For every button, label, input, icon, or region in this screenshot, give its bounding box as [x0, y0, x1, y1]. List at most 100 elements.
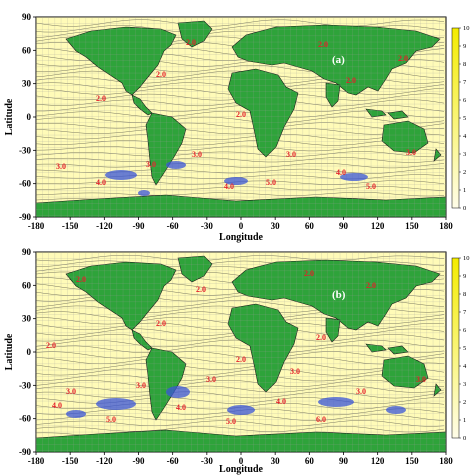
colorbar-b-bar — [451, 257, 460, 439]
x-tick-label: 150 — [405, 456, 419, 466]
contour-label: 4.0 — [176, 403, 186, 412]
high-wave-zone — [318, 397, 354, 407]
panel-a-label: (a) — [332, 54, 345, 66]
colorbar-tick-label: 4 — [463, 133, 467, 140]
colorbar-tick-label: 8 — [463, 291, 466, 298]
contour-label: 2.0 — [156, 319, 166, 328]
panel-b-x-ticks: -180 -150 -120 -90 -60 -30 0 30 60 90 120 150 180 — [28, 452, 453, 466]
x-tick-label: -150 — [62, 221, 79, 231]
contour-label: 2.0 — [366, 281, 376, 290]
high-wave-zone — [138, 190, 150, 196]
x-tick-label: -120 — [96, 221, 113, 231]
contour-label: 3.0 — [192, 150, 202, 159]
contour-label: 3.0 — [286, 150, 296, 159]
panel-b-grid — [36, 252, 446, 452]
high-wave-zone — [227, 405, 255, 415]
y-tick-label: 0 — [27, 112, 32, 122]
contour-label: 2.0 — [236, 355, 246, 364]
x-tick-label: 0 — [239, 221, 244, 231]
x-tick-label: -180 — [28, 456, 45, 466]
panel-b-ylabel: Latitude — [4, 333, 15, 370]
high-wave-zone — [166, 161, 186, 169]
contour-label: 3.0 — [136, 381, 146, 390]
colorbar-tick-label: 7 — [463, 309, 467, 316]
contour-label: 2.0 — [236, 110, 246, 119]
y-tick-label: -60 — [19, 414, 31, 424]
colorbar-tick-label: 10 — [463, 255, 470, 262]
x-tick-label: -30 — [201, 221, 213, 231]
x-tick-label: -120 — [96, 456, 113, 466]
high-wave-zone — [386, 406, 406, 414]
colorbar-tick-label: 3 — [463, 381, 466, 388]
y-tick-label: -90 — [19, 447, 31, 457]
high-wave-zone — [96, 398, 136, 410]
contour-label: 3.0 — [206, 375, 216, 384]
x-tick-label: -180 — [28, 221, 45, 231]
colorbar-tick-label: 2 — [463, 399, 466, 406]
y-tick-label: -60 — [19, 179, 31, 189]
panel-a-high-wave-zones — [105, 161, 368, 196]
y-tick-label: 30 — [22, 314, 32, 324]
high-wave-zone — [105, 170, 137, 180]
contour-label: 5.0 — [266, 178, 276, 187]
colorbar-tick-label: 3 — [463, 151, 466, 158]
contour-label: 3.0 — [416, 375, 426, 384]
x-tick-label: 90 — [339, 456, 349, 466]
colorbar-a-bar — [451, 27, 460, 209]
panel-a-y-ticks: 90 60 30 0 -30 -60 -90 — [19, 12, 36, 222]
contour-label: 5.0 — [366, 182, 376, 191]
colorbar-tick-label: 9 — [463, 43, 466, 50]
y-tick-label: 60 — [22, 280, 32, 290]
contour-label: 2.0 — [156, 70, 166, 79]
colorbar-tick-label: 4 — [463, 363, 467, 370]
colorbar-tick-label: 8 — [463, 61, 466, 68]
colorbar-tick-label: 5 — [463, 345, 466, 352]
contour-label: 2.0 — [196, 285, 206, 294]
contour-label: 3.0 — [356, 387, 366, 396]
contour-label: 2.0 — [398, 54, 408, 63]
x-tick-label: 30 — [271, 221, 281, 231]
contour-label: 3.0 — [66, 387, 76, 396]
contour-label: 2.0 — [318, 40, 328, 49]
colorbar-tick-label: 6 — [463, 97, 467, 104]
x-tick-label: 90 — [339, 221, 349, 231]
contour-label: 3.0 — [56, 162, 66, 171]
contour-label: 6.0 — [316, 415, 326, 424]
panel-b-xlabel: Longitude — [219, 464, 263, 475]
contour-label: 2.0 — [96, 94, 106, 103]
x-tick-label: 180 — [439, 456, 453, 466]
colorbar-tick-label: 6 — [463, 327, 467, 334]
colorbar-tick-label: 0 — [463, 205, 466, 212]
x-tick-label: -30 — [201, 456, 213, 466]
high-wave-zone — [66, 410, 86, 418]
colorbar-tick-label: 0 — [463, 435, 466, 442]
contour-label: 4.0 — [96, 178, 106, 187]
high-wave-zone — [166, 386, 190, 398]
x-tick-label: -90 — [133, 221, 145, 231]
contour-label: 3.0 — [290, 367, 300, 376]
contour-label: 2.0 — [316, 333, 326, 342]
contour-label: 2.0 — [304, 269, 314, 278]
contour-label: 4.0 — [336, 168, 346, 177]
x-tick-label: 30 — [271, 456, 281, 466]
contour-label: 2.0 — [346, 76, 356, 85]
x-tick-label: 150 — [405, 221, 419, 231]
y-tick-label: -30 — [19, 145, 31, 155]
x-tick-label: -60 — [167, 456, 179, 466]
y-tick-label: 60 — [22, 45, 32, 55]
x-tick-label: 120 — [371, 456, 385, 466]
colorbar-tick-label: 5 — [463, 115, 466, 122]
y-tick-label: 30 — [22, 79, 32, 89]
contour-label: 3.0 — [406, 148, 416, 157]
colorbar-tick-label: 9 — [463, 273, 466, 280]
panel-a-x-ticks: -180 -150 -120 -90 -60 -30 0 30 60 90 120 150 180 — [28, 217, 453, 231]
y-tick-label: 90 — [22, 247, 32, 257]
y-tick-label: 90 — [22, 12, 32, 22]
colorbar-tick-label: 7 — [463, 79, 467, 86]
y-tick-label: 0 — [27, 347, 32, 357]
contour-label: 4.0 — [52, 401, 62, 410]
